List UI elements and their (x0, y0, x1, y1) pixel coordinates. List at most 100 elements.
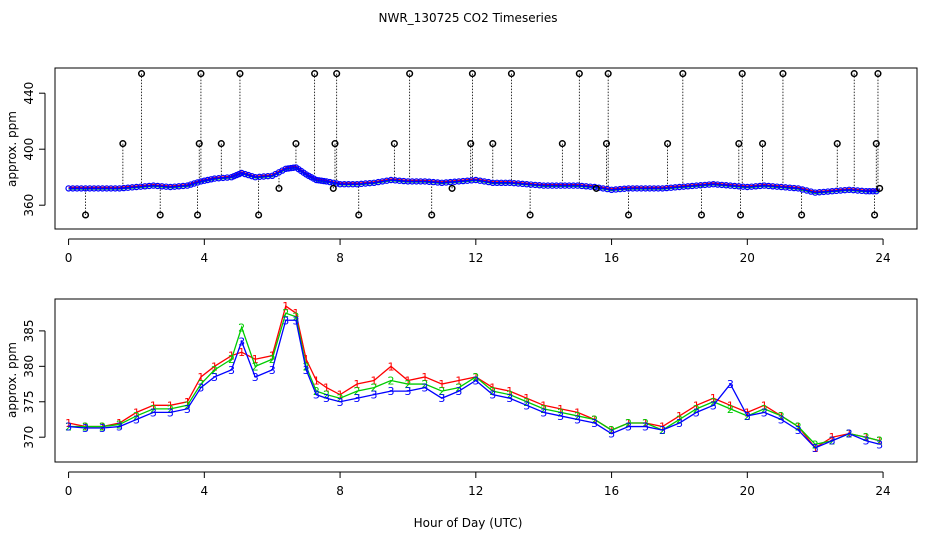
series-point-1: 1 (228, 350, 235, 363)
baseline-point (387, 176, 395, 184)
baseline-point (69, 185, 77, 192)
baseline-point (326, 178, 334, 186)
baseline-point (807, 188, 815, 195)
series-point-2: 2 (323, 389, 330, 402)
series-point-3: 3 (252, 371, 259, 384)
series-point-3: 3 (863, 435, 870, 448)
series-point-1: 1 (303, 353, 310, 366)
baseline-point (90, 185, 98, 192)
baseline-point (73, 185, 81, 192)
baseline-point (858, 187, 866, 195)
series-point-3: 3 (323, 392, 330, 405)
series-point-1: 1 (337, 389, 344, 402)
series-point-3: 3 (82, 422, 89, 435)
baseline-point (616, 185, 624, 193)
series-point-3: 3 (710, 399, 717, 412)
series-point-1: 1 (292, 307, 299, 320)
spike-point (119, 140, 127, 148)
baseline-point (201, 177, 208, 184)
y-tick-label: 400 (22, 138, 36, 161)
x-axis-label: Hour of Day (UTC) (414, 516, 523, 530)
series-point-2: 2 (455, 382, 462, 395)
baseline-point (854, 187, 861, 194)
baseline-point (154, 182, 161, 190)
baseline-point (333, 180, 340, 187)
series-point-2: 2 (354, 385, 361, 398)
spike-point (275, 184, 283, 192)
spike-point (558, 140, 566, 148)
baseline-point (701, 181, 709, 189)
baseline-point (375, 178, 382, 186)
series-point-3: 3 (523, 399, 530, 412)
series-point-3: 3 (676, 417, 683, 430)
baseline-point (95, 185, 102, 192)
baseline-point (850, 186, 857, 194)
series-point-1: 1 (133, 406, 140, 419)
baseline-point (413, 178, 420, 185)
spike-point (526, 211, 534, 219)
series-point-3: 3 (489, 389, 496, 402)
x-tick-label: 20 (740, 484, 755, 498)
baseline-point (799, 186, 806, 193)
baseline-point (451, 178, 458, 185)
baseline-point (124, 184, 132, 191)
series-point-2: 2 (228, 353, 235, 366)
baseline-point (769, 183, 776, 190)
spike-point (624, 211, 633, 219)
spike-point (592, 184, 600, 192)
baseline-point (756, 182, 764, 190)
baseline-point (103, 185, 110, 192)
series-point-3: 3 (778, 413, 785, 426)
series-point-2: 2 (557, 406, 564, 419)
series-point-1: 1 (150, 399, 157, 412)
baseline-point (739, 183, 747, 190)
y-tick-label: 385 (22, 319, 36, 342)
series-point-3: 3 (846, 428, 853, 441)
x-tick-label: 4 (201, 251, 209, 265)
series-point-3: 3 (608, 428, 615, 441)
baseline-point (379, 178, 386, 185)
spike-point (331, 140, 339, 148)
baseline-point (190, 180, 198, 187)
baseline-point (519, 180, 526, 188)
baseline-point (341, 180, 348, 188)
baseline-point (727, 182, 734, 189)
series-point-3: 3 (876, 438, 883, 451)
baseline-point (145, 182, 153, 190)
series-point-2: 2 (710, 396, 717, 409)
baseline-point (714, 181, 721, 188)
top-y-axis-label: approx. ppm (5, 111, 19, 187)
baseline-point (869, 187, 877, 195)
baseline-point (828, 187, 836, 195)
baseline-point (599, 185, 607, 192)
series-point-2: 2 (761, 403, 768, 416)
baseline-point (587, 183, 594, 190)
baseline-point (820, 188, 827, 196)
series-point-3: 3 (292, 314, 299, 327)
series-point-3: 3 (167, 406, 174, 419)
baseline-point (336, 180, 344, 188)
series-line-2 (68, 312, 880, 445)
series-point-1: 1 (876, 435, 883, 448)
baseline-point (129, 184, 136, 191)
series-point-1: 1 (65, 417, 72, 430)
baseline-point (574, 182, 581, 189)
baseline-point (498, 179, 505, 186)
series-point-3: 3 (211, 371, 218, 384)
spike-point (292, 140, 300, 148)
series-point-1: 1 (676, 410, 683, 423)
y-tick-label: 440 (22, 82, 36, 105)
series-point-1: 1 (252, 353, 259, 366)
baseline-point (179, 182, 187, 190)
baseline-point (362, 180, 369, 187)
top-plot-frame (54, 67, 918, 230)
baseline-point (680, 183, 687, 190)
baseline-point (655, 185, 662, 192)
spike-point (236, 70, 244, 78)
baseline-point (425, 178, 433, 185)
series-point-2: 2 (540, 403, 547, 416)
series-point-2: 2 (727, 403, 734, 416)
series-point-2: 2 (211, 364, 218, 377)
spike-point (390, 140, 398, 148)
baseline-point (260, 173, 267, 180)
